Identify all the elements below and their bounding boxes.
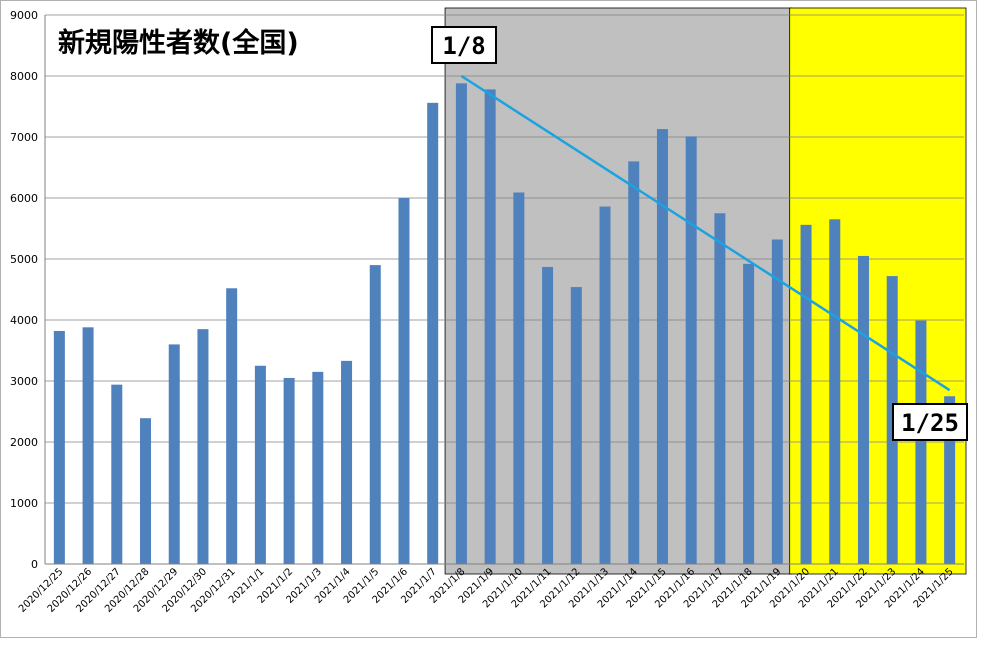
- bar: [484, 89, 496, 565]
- bar: [800, 224, 812, 564]
- bar: [398, 198, 410, 564]
- shaded-region: [789, 7, 967, 575]
- bar: [513, 192, 525, 564]
- bar: [111, 384, 123, 564]
- bar: [283, 377, 295, 564]
- y-tick-label: 4000: [10, 314, 38, 327]
- y-tick-label: 9000: [10, 9, 38, 22]
- callout-box: [892, 403, 968, 441]
- bar: [53, 330, 65, 564]
- bar: [197, 329, 209, 564]
- bar: [140, 418, 152, 564]
- y-tick-label: 7000: [10, 131, 38, 144]
- bar: [857, 255, 869, 564]
- y-tick-label: 1000: [10, 497, 38, 510]
- bar: [570, 287, 582, 564]
- bar: [82, 327, 94, 564]
- bar: [771, 239, 783, 565]
- bar: [628, 161, 640, 564]
- bar: [829, 219, 841, 564]
- bar: [915, 320, 927, 564]
- bar: [427, 102, 439, 564]
- bar: [312, 371, 324, 564]
- bar: [714, 213, 726, 564]
- bar: [341, 360, 353, 564]
- bar: [656, 129, 668, 564]
- y-tick-label: 2000: [10, 436, 38, 449]
- y-tick-label: 8000: [10, 70, 38, 83]
- bar: [944, 396, 956, 564]
- y-tick-label: 5000: [10, 253, 38, 266]
- bar: [542, 266, 554, 564]
- bar: [226, 288, 238, 564]
- y-tick-label: 3000: [10, 375, 38, 388]
- y-tick-label: 0: [31, 558, 38, 571]
- bar: [369, 265, 381, 564]
- chart-title: 新規陽性者数(全国): [58, 27, 299, 59]
- bar: [168, 344, 180, 564]
- bar: [599, 206, 611, 565]
- bar: [254, 365, 266, 564]
- callout-box: [431, 26, 497, 64]
- bar: [685, 136, 697, 564]
- callout-label: 1/8: [442, 32, 485, 60]
- bar: [743, 263, 755, 564]
- bar: [455, 83, 467, 564]
- shaded-region: [444, 7, 793, 575]
- y-tick-label: 6000: [10, 192, 38, 205]
- trend-line: [460, 74, 951, 392]
- callout-label: 1/25: [901, 409, 959, 437]
